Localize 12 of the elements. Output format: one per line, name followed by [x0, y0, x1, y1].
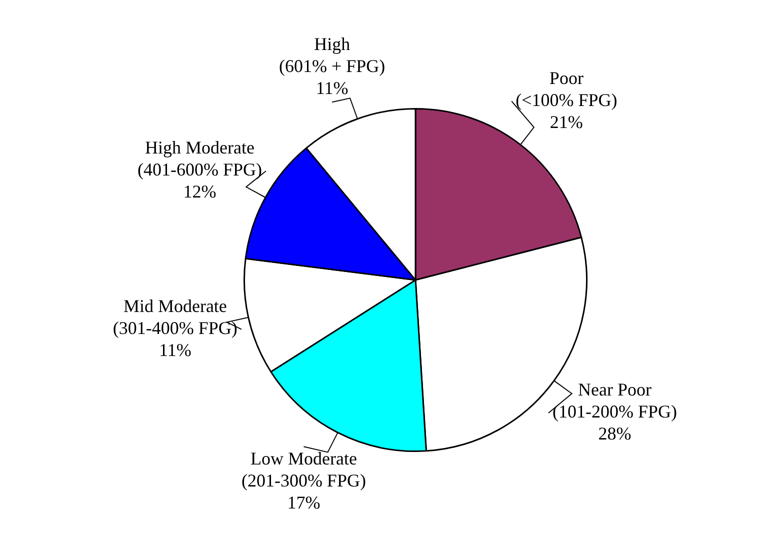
data-label: 28% — [598, 424, 632, 444]
slice-label: Mid Moderate (301-400% FPG) — [112, 296, 238, 338]
data-label: 11% — [316, 78, 348, 98]
data-label: 21% — [550, 112, 583, 132]
data-label: 17% — [287, 492, 320, 512]
data-label: 12% — [183, 182, 216, 202]
data-label: 11% — [159, 340, 192, 360]
slice-label: Near Poor (101-200% FPG) — [552, 380, 677, 422]
slice-label: Poor (<100% FPG) — [516, 68, 618, 110]
slice-label: Low Moderate (201-300% FPG) — [241, 448, 366, 490]
slice-label: High Moderate (401-600% FPG) — [137, 138, 262, 180]
slice-label: High (601% + FPG) — [279, 34, 386, 76]
